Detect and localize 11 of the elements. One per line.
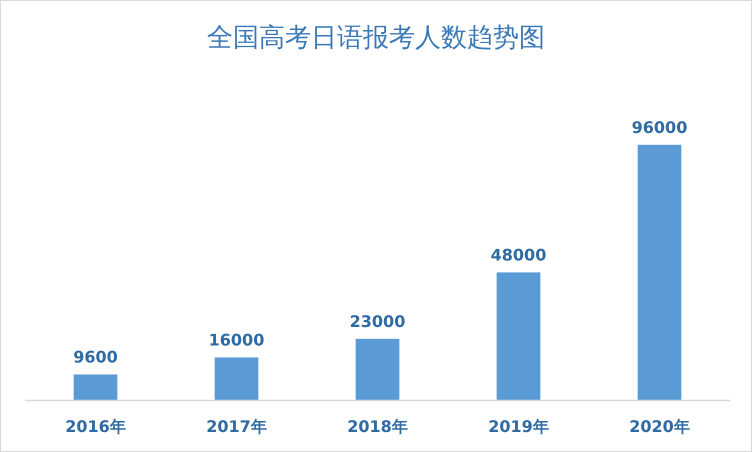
- data-label: 16000: [208, 330, 264, 350]
- data-label: 96000: [632, 118, 688, 137]
- x-tick-label: 2017年: [206, 417, 267, 436]
- x-tick-label: 2016年: [65, 417, 126, 436]
- x-tick-label: 2018年: [347, 417, 408, 436]
- x-tick-label: 2020年: [629, 417, 690, 436]
- chart-title: 全国高考日语报考人数趋势图: [207, 23, 545, 53]
- data-label: 23000: [350, 312, 406, 331]
- x-tick-label: 2019年: [488, 417, 549, 436]
- data-label: 48000: [490, 245, 546, 264]
- data-label: 9600: [73, 347, 118, 366]
